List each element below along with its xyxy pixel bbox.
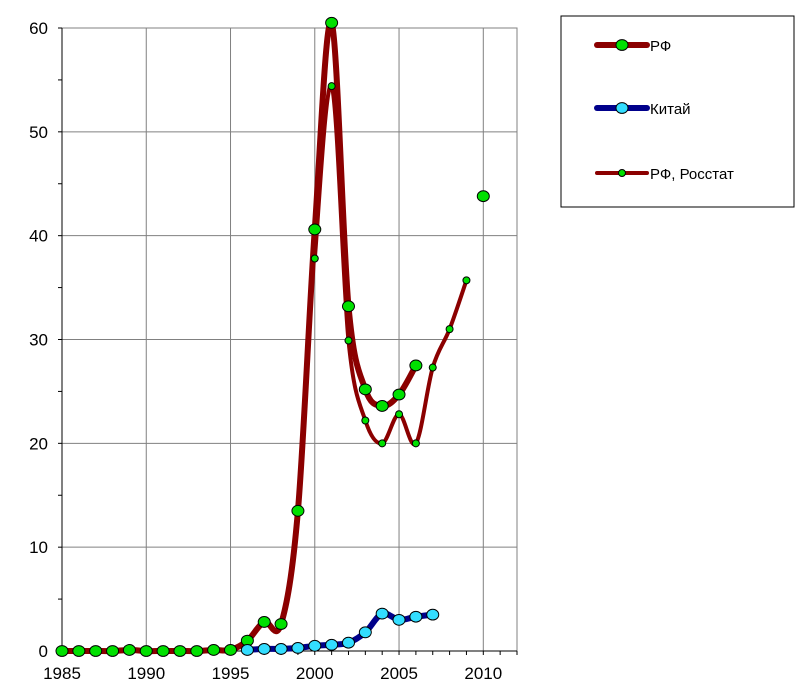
x-tick-label: 1995 bbox=[212, 664, 250, 683]
y-tick-label: 50 bbox=[29, 123, 48, 142]
data-point-rf-rosstat bbox=[428, 363, 437, 372]
data-point-china bbox=[291, 641, 305, 654]
legend-marker-rf-rosstat bbox=[618, 169, 626, 177]
data-point-rf bbox=[308, 223, 322, 236]
series-layer bbox=[55, 16, 490, 657]
x-tick-label: 2005 bbox=[380, 664, 418, 683]
legend: РФ Китай РФ, Росстат bbox=[560, 15, 795, 208]
data-point-rf-rosstat bbox=[327, 82, 336, 91]
data-point-china bbox=[426, 608, 440, 621]
legend-label-rf: РФ bbox=[650, 38, 671, 55]
legend-marker-rf bbox=[615, 39, 629, 51]
data-point-rf-rosstat bbox=[378, 439, 387, 448]
data-point-rf-rosstat bbox=[344, 336, 353, 345]
data-point-rf-rosstat bbox=[395, 410, 404, 419]
data-point-rf bbox=[224, 644, 238, 656]
data-point-rf-rosstat bbox=[445, 325, 454, 334]
data-point-china bbox=[375, 607, 389, 620]
data-point-rf bbox=[257, 616, 271, 628]
data-point-rf bbox=[106, 645, 120, 657]
y-tick-label: 60 bbox=[29, 19, 48, 38]
y-tick-label: 30 bbox=[29, 331, 48, 350]
data-point-rf-rosstat bbox=[361, 416, 370, 425]
legend-label-rf-rosstat: РФ, Росстат bbox=[650, 166, 734, 183]
data-point-china bbox=[240, 644, 254, 656]
data-point-rf bbox=[122, 644, 136, 656]
series-line-rf bbox=[59, 19, 419, 655]
y-tick-label: 20 bbox=[29, 434, 48, 453]
data-point-rf bbox=[89, 645, 103, 657]
data-point-china bbox=[341, 636, 355, 649]
data-point-rf bbox=[375, 400, 389, 412]
axes: 0 10 20 30 40 50 60 1985 1990 1995 2000 2005 2010 bbox=[29, 19, 518, 683]
data-point-rf bbox=[72, 645, 86, 657]
data-point-rf bbox=[409, 359, 423, 372]
y-tick-label: 0 bbox=[39, 642, 48, 661]
x-tick-label: 2010 bbox=[464, 664, 502, 683]
data-point-china bbox=[257, 643, 271, 655]
data-point-rf bbox=[55, 645, 69, 657]
x-tick-label: 2000 bbox=[296, 664, 334, 683]
data-point-rf-rosstat bbox=[411, 439, 420, 448]
data-point-china bbox=[409, 610, 423, 623]
data-point-extra bbox=[476, 190, 490, 203]
data-point-rf bbox=[207, 644, 221, 656]
data-point-rf bbox=[358, 383, 372, 396]
x-tick-label: 1985 bbox=[43, 664, 81, 683]
data-point-rf bbox=[325, 16, 339, 29]
data-point-rf bbox=[190, 645, 204, 657]
legend-marker-china bbox=[615, 102, 629, 114]
y-tick-label: 10 bbox=[29, 538, 48, 557]
y-tick-label: 40 bbox=[29, 227, 48, 246]
data-point-china bbox=[325, 638, 339, 651]
x-tick-label: 1990 bbox=[127, 664, 165, 683]
data-point-rf-rosstat bbox=[462, 276, 471, 285]
data-point-rf bbox=[274, 618, 288, 630]
data-point-china bbox=[308, 639, 322, 652]
data-point-rf bbox=[392, 388, 406, 401]
data-point-rf bbox=[291, 504, 305, 517]
data-point-rf bbox=[139, 645, 153, 657]
data-point-china bbox=[392, 613, 406, 626]
data-point-rf bbox=[341, 300, 355, 313]
grid-lines bbox=[61, 27, 518, 652]
data-point-china bbox=[358, 626, 372, 639]
data-point-china bbox=[274, 643, 288, 655]
legend-label-china: Китай bbox=[650, 101, 691, 118]
data-point-rf bbox=[156, 645, 170, 657]
data-point-rf bbox=[173, 645, 187, 657]
data-point-rf-rosstat bbox=[310, 254, 319, 263]
